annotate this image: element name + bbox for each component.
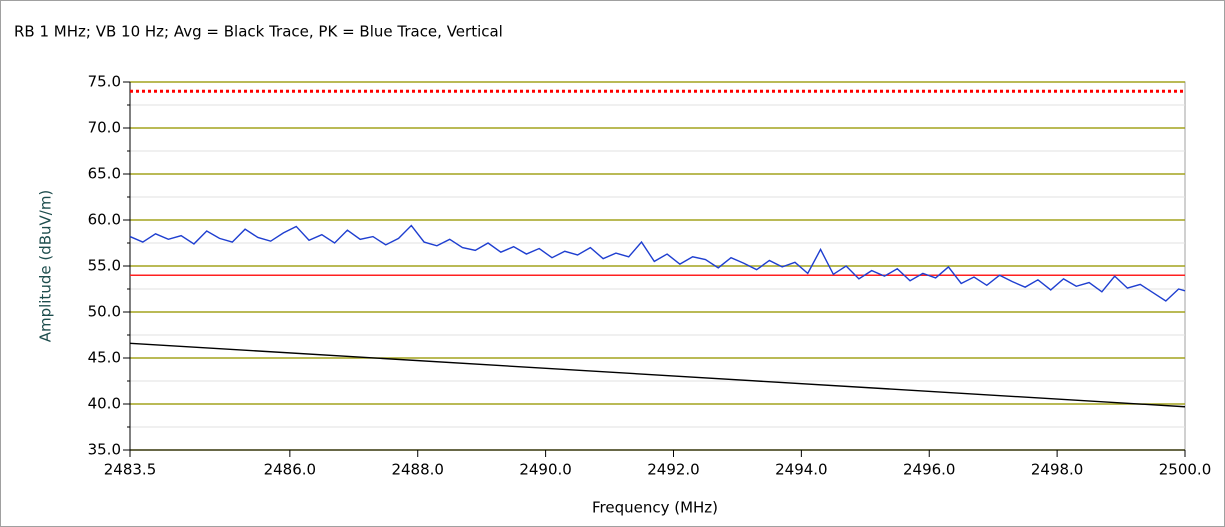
- y-tick-label: 75.0: [88, 73, 121, 91]
- x-tick-label: 2496.0: [903, 461, 956, 479]
- x-tick-label: 2494.0: [775, 461, 828, 479]
- trace: [129, 224, 1186, 302]
- x-tick-label: 2492.0: [647, 461, 700, 479]
- y-axis-label: Amplitude (dBuV/m): [37, 190, 55, 343]
- chart-title: RB 1 MHz; VB 10 Hz; Avg = Black Trace, P…: [14, 23, 503, 41]
- y-tick-label: 40.0: [88, 395, 121, 413]
- y-tick-label: 35.0: [88, 441, 121, 459]
- x-tick-label: 2498.0: [1031, 461, 1084, 479]
- x-tick-label: 2483.5: [104, 461, 157, 479]
- y-tick-label: 65.0: [88, 165, 121, 183]
- x-axis-label: Frequency (MHz): [592, 499, 718, 517]
- x-tick-label: 2500.0: [1159, 461, 1212, 479]
- x-tick-label: 2486.0: [264, 461, 317, 479]
- trace: [129, 342, 1186, 408]
- x-tick-label: 2490.0: [519, 461, 572, 479]
- y-tick-label: 70.0: [88, 119, 121, 137]
- y-tick-label: 60.0: [88, 211, 121, 229]
- y-tick-label: 55.0: [88, 257, 121, 275]
- x-tick-label: 2488.0: [391, 461, 444, 479]
- y-tick-label: 45.0: [88, 349, 121, 367]
- y-tick-label: 50.0: [88, 303, 121, 321]
